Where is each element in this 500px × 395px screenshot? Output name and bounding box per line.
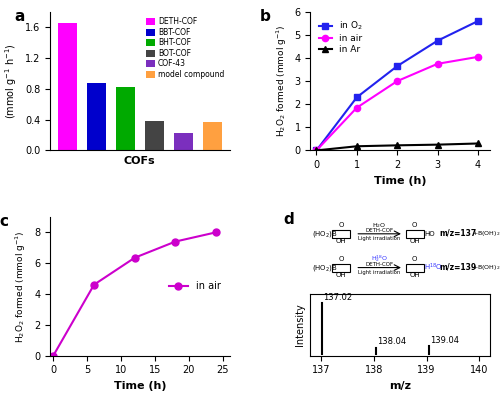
Text: OH: OH	[336, 238, 346, 244]
Text: DETH-COF: DETH-COF	[366, 228, 394, 233]
in air	[354, 105, 360, 110]
Text: 138.04: 138.04	[377, 337, 406, 346]
Text: (HO$_2$)B: (HO$_2$)B	[312, 229, 338, 239]
Bar	[406, 230, 423, 238]
Bar	[174, 134, 193, 150]
Bar	[203, 122, 222, 150]
Text: d: d	[284, 212, 294, 226]
Text: 139.04: 139.04	[430, 336, 459, 345]
in Ar	[354, 144, 360, 149]
Text: m/z=139: m/z=139	[440, 262, 477, 271]
in air	[434, 62, 440, 66]
in air	[314, 148, 320, 153]
Text: O: O	[412, 256, 418, 262]
Text: HO: HO	[424, 231, 435, 237]
Text: +B(OH)$_2$: +B(OH)$_2$	[472, 263, 500, 272]
X-axis label: m/z: m/z	[389, 381, 411, 391]
in air	[475, 55, 481, 59]
Text: O: O	[338, 222, 344, 228]
Text: OH: OH	[410, 272, 420, 278]
Legend: in air: in air	[165, 277, 224, 295]
Text: (HO$_2$)B: (HO$_2$)B	[312, 263, 338, 273]
Y-axis label: H$_2$O$_2$ formed (mmol g$^{-1}$): H$_2$O$_2$ formed (mmol g$^{-1}$)	[14, 230, 28, 342]
Legend: in O$_2$, in air, in Ar: in O$_2$, in air, in Ar	[315, 16, 366, 58]
Line: in Ar: in Ar	[314, 140, 481, 154]
Text: H$_2^{18}$O: H$_2^{18}$O	[371, 253, 388, 264]
Bar	[332, 230, 350, 238]
in O$_2$	[394, 64, 400, 68]
Line: in air: in air	[50, 229, 219, 359]
Text: Light irradiation: Light irradiation	[358, 236, 401, 241]
X-axis label: COFs: COFs	[124, 156, 156, 166]
in O$_2$	[434, 38, 440, 43]
Text: H$^{18}$O: H$^{18}$O	[424, 262, 444, 273]
in air	[132, 255, 138, 260]
Text: O: O	[412, 222, 418, 228]
in Ar	[394, 143, 400, 148]
Text: Light irradiation: Light irradiation	[358, 270, 401, 275]
Text: a: a	[14, 9, 24, 24]
in air	[91, 282, 97, 287]
Text: c: c	[0, 214, 8, 229]
Text: OH: OH	[336, 272, 346, 278]
in Ar	[434, 142, 440, 147]
in air	[172, 239, 178, 244]
in air	[213, 230, 219, 235]
Y-axis label: H$_2$O$_2$ formed
(mmol g$^{-1}$ h$^{-1}$): H$_2$O$_2$ formed (mmol g$^{-1}$ h$^{-1}…	[0, 43, 20, 119]
Bar	[116, 87, 134, 150]
Bar	[145, 121, 164, 150]
in air	[50, 353, 56, 358]
Line: in air: in air	[314, 54, 481, 154]
Bar	[87, 83, 106, 150]
X-axis label: Time (h): Time (h)	[114, 381, 166, 391]
in O$_2$	[354, 95, 360, 100]
Text: m/z=137: m/z=137	[440, 229, 477, 238]
Y-axis label: H$_2$O$_2$ formed (mmol g$^{-1}$): H$_2$O$_2$ formed (mmol g$^{-1}$)	[274, 25, 289, 137]
in O$_2$	[475, 19, 481, 23]
Y-axis label: Intensity: Intensity	[295, 303, 305, 346]
Text: b: b	[260, 9, 271, 24]
Line: in O$_2$: in O$_2$	[314, 18, 481, 154]
Text: H$_2$O: H$_2$O	[372, 221, 386, 230]
Bar	[406, 263, 423, 272]
Legend: DETH-COF, BBT-COF, BHT-COF, BOT-COF, COF-43, model compound: DETH-COF, BBT-COF, BHT-COF, BOT-COF, COF…	[144, 16, 226, 80]
Bar	[58, 23, 77, 150]
in O$_2$	[314, 148, 320, 153]
in air	[394, 79, 400, 83]
Text: 137.02: 137.02	[323, 293, 352, 302]
Text: O: O	[338, 256, 344, 262]
Text: OH: OH	[410, 238, 420, 244]
in Ar	[475, 141, 481, 146]
Text: DETH-COF: DETH-COF	[366, 262, 394, 267]
Text: +B(OH)$_2$: +B(OH)$_2$	[472, 229, 500, 238]
Bar	[332, 263, 350, 272]
X-axis label: Time (h): Time (h)	[374, 176, 426, 186]
in Ar	[314, 148, 320, 153]
